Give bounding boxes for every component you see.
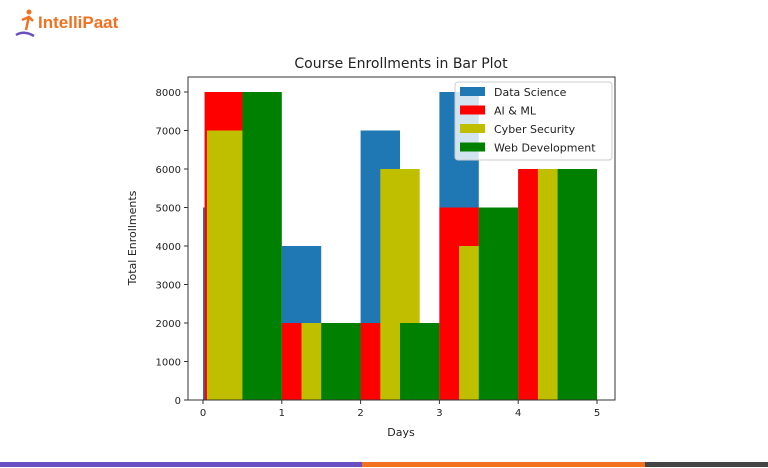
logo-text: IntelliPaat: [38, 13, 119, 32]
x-tick-label: 1: [279, 408, 285, 419]
footer-bar-orange: [362, 462, 645, 467]
y-tick-label: 7000: [156, 127, 181, 138]
bar-web-development-0: [242, 92, 282, 400]
legend: Data Science AI & ML Cyber Security Web Dev…: [454, 81, 613, 161]
y-tick-label: 8000: [156, 88, 181, 99]
legend-swatch: [460, 87, 485, 96]
legend-box: [454, 81, 613, 161]
y-axis-label: Total Enrollments: [126, 190, 139, 286]
y-tick-label: 4000: [156, 242, 181, 253]
y-tick-label: 1000: [156, 358, 181, 369]
intellipaat-logo: IntelliPaat: [14, 8, 118, 38]
legend-label: Web Development: [494, 142, 596, 155]
x-tick-label: 3: [436, 408, 442, 419]
axes-frame: [187, 76, 616, 401]
legend-swatch: [460, 105, 485, 115]
logo-figure-icon: [15, 9, 35, 38]
bar-web-development-1: [321, 323, 361, 400]
footer-bar-gray: [645, 462, 768, 467]
y-tick-label: 3000: [156, 281, 181, 292]
bar-web-development-4: [557, 169, 597, 400]
legend-label: AI & ML: [494, 105, 537, 118]
y-tick-label: 5000: [156, 204, 181, 215]
bar-web-development-3: [478, 207, 519, 400]
x-axis: 0 1 2 3 4 5: [200, 400, 600, 419]
y-tick-label: 6000: [156, 165, 181, 176]
legend-label: Data Science: [494, 86, 567, 99]
x-tick-label: 4: [515, 408, 521, 419]
legend-label: Cyber Security: [494, 123, 576, 136]
x-tick-label: 2: [357, 408, 363, 419]
footer-bar-purple: [0, 462, 362, 467]
x-tick-label: 0: [200, 408, 206, 419]
y-axis: 0 1000 2000 3000 4000 5000 6000 7000 8000: [156, 88, 188, 407]
bar-cyber-security-0: [206, 130, 247, 400]
chart-title: Course Enrollments in Bar Plot: [294, 56, 508, 72]
y-tick-label: 2000: [156, 319, 181, 330]
x-tick-label: 5: [594, 408, 600, 419]
bar-web-development-2: [400, 323, 440, 400]
y-tick-label: 0: [175, 396, 181, 407]
legend-swatch: [460, 124, 485, 133]
legend-swatch: [460, 142, 485, 152]
x-axis-label: Days: [387, 426, 415, 439]
